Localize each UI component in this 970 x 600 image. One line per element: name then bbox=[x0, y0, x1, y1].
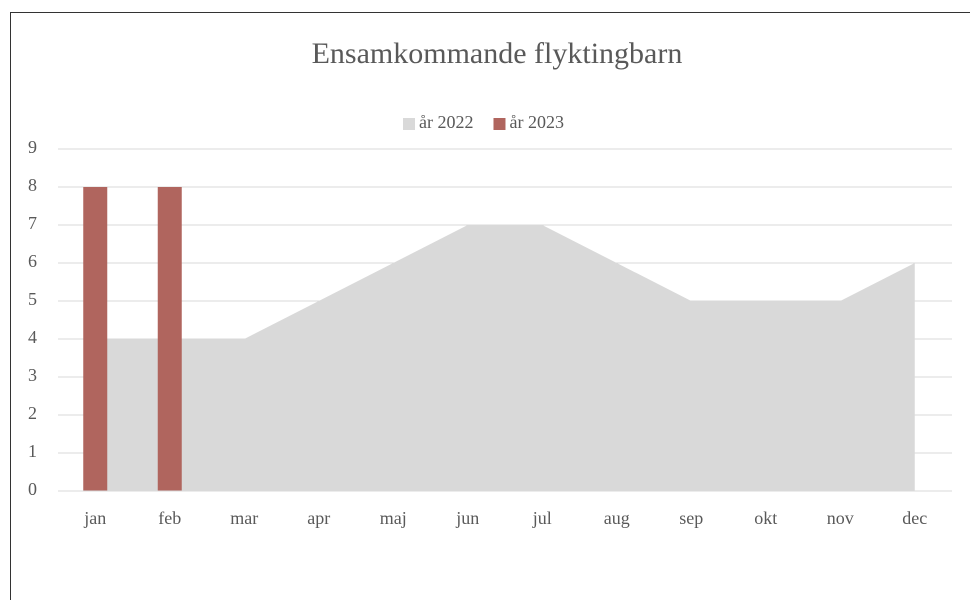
x-tick-label: dec bbox=[902, 508, 927, 528]
legend-swatch bbox=[493, 118, 506, 130]
y-tick-label: 9 bbox=[28, 137, 37, 157]
legend-label: år 2023 bbox=[509, 112, 563, 132]
x-tick-label: sep bbox=[679, 508, 703, 528]
y-tick-label: 4 bbox=[28, 327, 37, 347]
y-tick-label: 0 bbox=[28, 479, 37, 499]
x-tick-label: nov bbox=[827, 508, 854, 528]
chart-title: Ensamkommande flyktingbarn bbox=[312, 37, 683, 70]
x-tick-label: jan bbox=[83, 508, 106, 528]
x-tick-label: apr bbox=[307, 508, 330, 528]
legend-label: år 2022 bbox=[419, 112, 473, 132]
y-tick-label: 1 bbox=[28, 441, 37, 461]
y-tick-label: 8 bbox=[28, 175, 37, 195]
x-tick-label: mar bbox=[230, 508, 258, 528]
y-tick-label: 5 bbox=[28, 289, 37, 309]
y-tick-label: 3 bbox=[28, 365, 37, 385]
y-tick-label: 6 bbox=[28, 251, 37, 271]
x-tick-label: jul bbox=[532, 508, 552, 528]
x-tick-label: maj bbox=[380, 508, 407, 528]
bar bbox=[157, 187, 182, 491]
legend-swatch bbox=[403, 118, 415, 130]
area bbox=[95, 225, 915, 491]
y-tick-label: 7 bbox=[28, 213, 37, 233]
x-tick-label: aug bbox=[604, 508, 630, 528]
bar bbox=[83, 187, 108, 491]
x-tick-label: feb bbox=[158, 508, 181, 528]
chart-border bbox=[10, 12, 970, 600]
y-tick-label: 2 bbox=[28, 403, 37, 423]
x-tick-label: jun bbox=[455, 508, 479, 528]
x-tick-label: okt bbox=[754, 508, 777, 528]
